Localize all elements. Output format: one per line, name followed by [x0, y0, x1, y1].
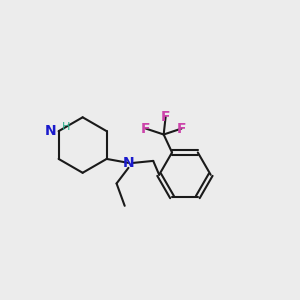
- Text: H: H: [61, 122, 70, 132]
- Text: F: F: [177, 122, 186, 136]
- Text: N: N: [123, 156, 134, 170]
- Text: F: F: [141, 122, 151, 136]
- Text: N: N: [45, 124, 57, 138]
- Text: F: F: [161, 110, 170, 124]
